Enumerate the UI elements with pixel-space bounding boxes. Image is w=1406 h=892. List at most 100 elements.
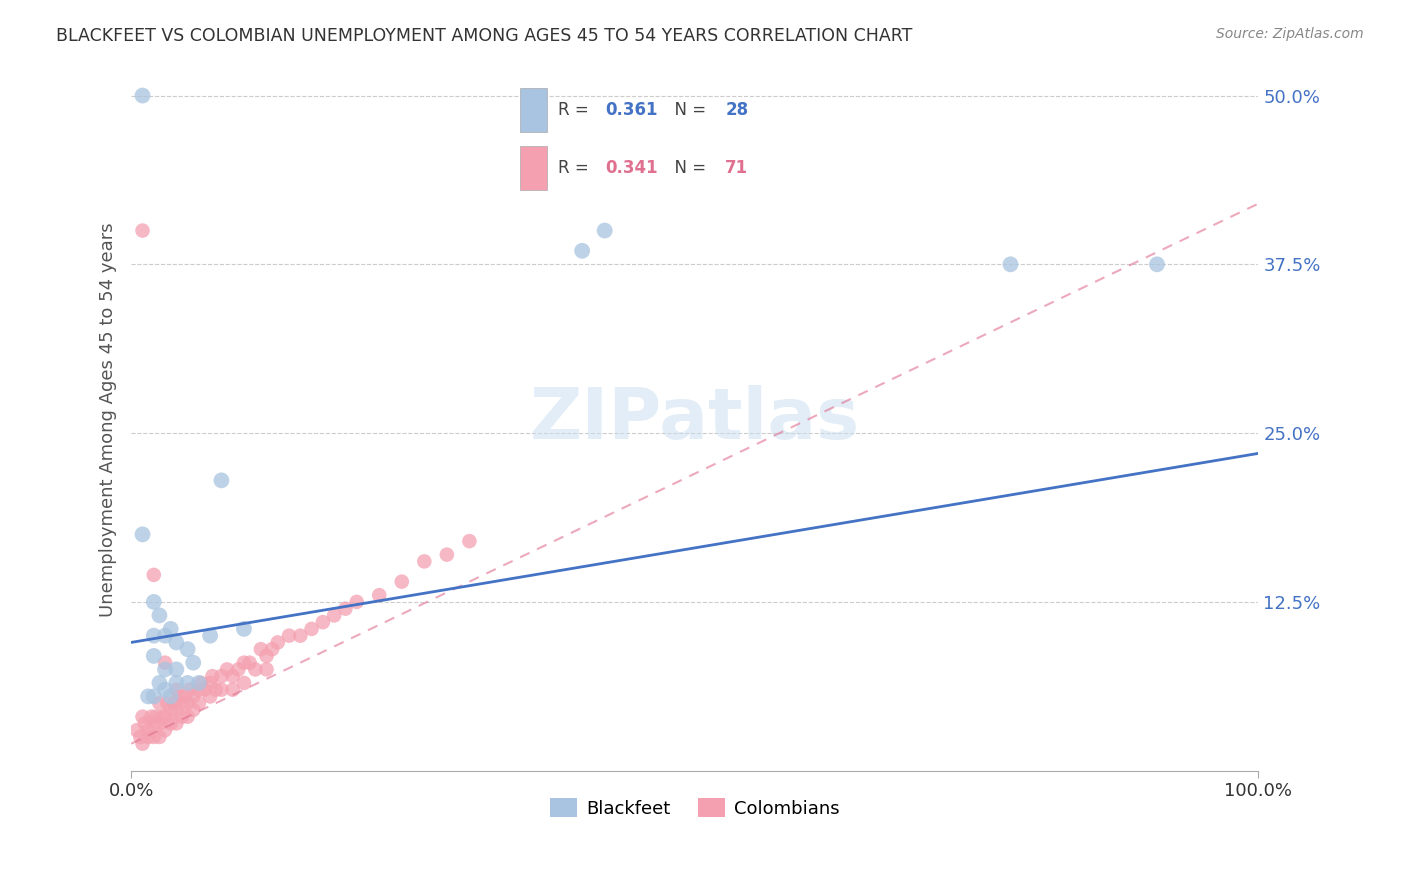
Point xyxy=(153,629,176,643)
Point xyxy=(131,709,153,723)
Point xyxy=(165,662,187,676)
Point xyxy=(233,676,256,690)
Point xyxy=(134,716,156,731)
Point xyxy=(148,696,170,710)
Point xyxy=(323,608,346,623)
Point xyxy=(187,696,209,710)
Point xyxy=(153,662,176,676)
Point xyxy=(250,642,273,657)
Point xyxy=(262,642,284,657)
Point xyxy=(176,642,198,657)
Point xyxy=(391,574,413,589)
Point xyxy=(142,690,165,704)
Point xyxy=(301,622,323,636)
Point xyxy=(1000,257,1022,271)
Point xyxy=(181,690,204,704)
Point xyxy=(176,696,198,710)
Point xyxy=(245,662,267,676)
Point xyxy=(153,656,176,670)
Point xyxy=(165,635,187,649)
Point xyxy=(136,690,159,704)
Point xyxy=(256,662,278,676)
Point xyxy=(159,703,181,717)
Point xyxy=(198,690,221,704)
Point xyxy=(368,588,391,602)
Point xyxy=(413,554,436,568)
Point xyxy=(141,709,163,723)
Point xyxy=(190,676,212,690)
Point xyxy=(187,676,209,690)
Point xyxy=(148,730,170,744)
Point xyxy=(174,690,197,704)
Point xyxy=(170,709,193,723)
Point xyxy=(233,656,256,670)
Point xyxy=(148,676,170,690)
Point xyxy=(153,723,176,738)
Point xyxy=(193,682,215,697)
Point xyxy=(148,716,170,731)
Point xyxy=(209,669,232,683)
Point xyxy=(145,709,167,723)
Point xyxy=(198,676,221,690)
Point xyxy=(170,696,193,710)
Point xyxy=(153,709,176,723)
Point xyxy=(209,682,232,697)
Point xyxy=(571,244,593,258)
Point xyxy=(201,669,224,683)
Point xyxy=(165,676,187,690)
Point xyxy=(215,662,238,676)
Point xyxy=(436,548,458,562)
Point xyxy=(1146,257,1168,271)
Point xyxy=(290,629,312,643)
Point xyxy=(156,696,179,710)
Point xyxy=(125,723,148,738)
Point xyxy=(256,648,278,663)
Point xyxy=(233,622,256,636)
Point xyxy=(131,223,153,237)
Point xyxy=(335,601,357,615)
Point xyxy=(131,527,153,541)
Point xyxy=(312,615,335,629)
Point xyxy=(181,656,204,670)
Point xyxy=(593,223,616,237)
Point xyxy=(142,716,165,731)
Point xyxy=(129,730,152,744)
Text: BLACKFEET VS COLOMBIAN UNEMPLOYMENT AMONG AGES 45 TO 54 YEARS CORRELATION CHART: BLACKFEET VS COLOMBIAN UNEMPLOYMENT AMON… xyxy=(56,27,912,45)
Point xyxy=(181,703,204,717)
Point xyxy=(142,648,165,663)
Point xyxy=(142,595,165,609)
Point xyxy=(165,716,187,731)
Point xyxy=(228,662,250,676)
Point xyxy=(163,696,186,710)
Text: Source: ZipAtlas.com: Source: ZipAtlas.com xyxy=(1216,27,1364,41)
Point xyxy=(152,709,174,723)
Point xyxy=(142,730,165,744)
Text: ZIPatlas: ZIPatlas xyxy=(530,385,860,454)
Point xyxy=(153,682,176,697)
Point xyxy=(142,568,165,582)
Point xyxy=(222,669,245,683)
Point xyxy=(176,676,198,690)
Point xyxy=(267,635,290,649)
Point xyxy=(167,690,190,704)
Point xyxy=(204,682,226,697)
Point xyxy=(136,730,159,744)
Point xyxy=(458,534,481,549)
Point xyxy=(159,716,181,731)
Point xyxy=(209,474,232,488)
Point xyxy=(176,709,198,723)
Point xyxy=(131,88,153,103)
Point xyxy=(131,737,153,751)
Point xyxy=(239,656,262,670)
Legend: Blackfeet, Colombians: Blackfeet, Colombians xyxy=(543,791,846,825)
Point xyxy=(187,682,209,697)
Point xyxy=(165,682,187,697)
Y-axis label: Unemployment Among Ages 45 to 54 years: Unemployment Among Ages 45 to 54 years xyxy=(100,222,117,617)
Point xyxy=(222,682,245,697)
Point xyxy=(165,703,187,717)
Point xyxy=(278,629,301,643)
Point xyxy=(198,629,221,643)
Point xyxy=(159,690,181,704)
Point xyxy=(346,595,368,609)
Point xyxy=(148,608,170,623)
